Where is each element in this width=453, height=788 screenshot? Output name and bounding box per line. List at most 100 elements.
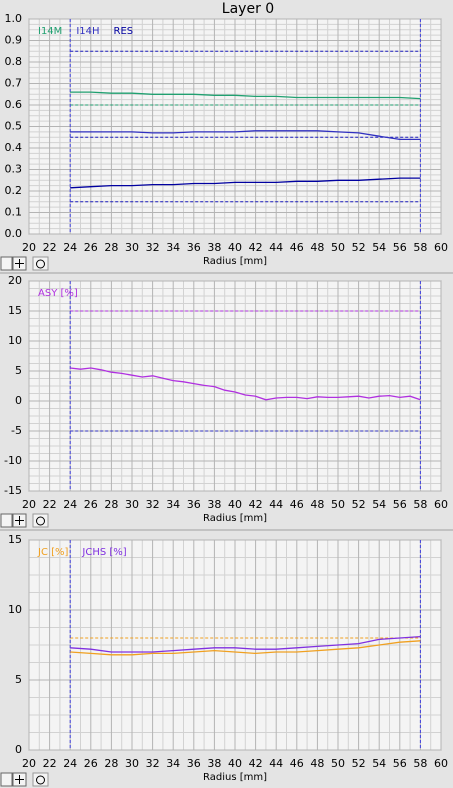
x-tick-label: 26 [84,757,98,770]
y-tick-label: 0.3 [5,163,23,176]
y-tick-label: 5 [15,364,22,377]
y-tick-label: 20 [8,274,22,287]
x-tick-label: 24 [63,241,77,254]
series-line [70,91,421,100]
x-tick-label: 34 [166,757,180,770]
x-tick-label: 58 [413,241,427,254]
y-tick-label: -5 [11,424,22,437]
x-tick-label: 44 [269,498,283,511]
y-tick-label: 0.4 [5,141,23,154]
x-tick-label: 28 [104,241,118,254]
y-tick-label: 10 [8,334,22,347]
x-tick-label: 50 [331,241,345,254]
y-tick-label: 0.7 [5,77,23,90]
y-tick-label: 0.2 [5,184,23,197]
y-tick-label: 0.6 [5,98,23,111]
x-tick-label: 22 [43,241,57,254]
x-tick-label: 48 [310,241,324,254]
x-tick-label: 40 [228,498,242,511]
x-tick-label: 52 [352,241,366,254]
x-tick-label: 50 [331,498,345,511]
series-line [70,635,421,653]
x-tick-label: 26 [84,241,98,254]
legend-entry: I14H [76,26,99,37]
y-tick-label: 0.9 [5,34,23,47]
legend-entry: JC [%] [37,547,69,558]
x-tick-label: 60 [434,757,448,770]
x-tick-label: 48 [310,757,324,770]
x-tick-label: 32 [146,757,160,770]
x-tick-label: 38 [207,241,221,254]
series-line [70,177,421,189]
x-tick-label: 24 [63,757,77,770]
legend-entry: ASY [%] [38,288,78,299]
x-tick-label: 58 [413,757,427,770]
y-tick-label: 5 [15,673,22,686]
legend-entry: RES [114,26,134,37]
page-title: Layer 0 [222,1,274,17]
x-tick-label: 42 [249,757,263,770]
x-tick-label: 56 [393,241,407,254]
x-tick-label: 54 [372,757,386,770]
x-tick-label: 20 [22,757,36,770]
x-tick-label: 38 [207,498,221,511]
crosshair-icon [15,775,24,784]
x-tick-label: 32 [146,498,160,511]
x-axis-label: Radius [mm] [203,772,267,783]
x-tick-label: 50 [331,757,345,770]
x-tick-label: 38 [207,757,221,770]
x-axis-label: Radius [mm] [203,513,267,524]
x-tick-label: 32 [146,241,160,254]
y-tick-label: 0 [15,394,22,407]
pan-button[interactable] [32,772,49,787]
x-tick-label: 44 [269,241,283,254]
pan-icon [36,516,45,526]
x-tick-label: 20 [22,241,36,254]
x-tick-label: 40 [228,757,242,770]
x-tick-label: 40 [228,241,242,254]
zoom-button[interactable] [0,513,13,528]
x-axis-label: Radius [mm] [203,256,267,267]
pan-button[interactable] [32,256,49,271]
x-tick-label: 28 [104,498,118,511]
x-tick-label: 46 [290,498,304,511]
pan-icon [36,259,45,269]
x-tick-label: 26 [84,498,98,511]
x-tick-label: 36 [187,757,201,770]
x-tick-label: 54 [372,241,386,254]
y-tick-label: 0.0 [5,227,23,240]
zoom-button[interactable] [0,256,13,271]
series-line [70,640,421,656]
x-tick-label: 48 [310,498,324,511]
x-tick-label: 42 [249,241,263,254]
x-tick-label: 30 [125,241,139,254]
y-tick-label: 0.5 [5,120,23,133]
x-tick-label: 20 [22,498,36,511]
x-tick-label: 36 [187,498,201,511]
x-tick-label: 30 [125,498,139,511]
legend-entry: JCHS [%] [81,547,126,558]
x-tick-label: 60 [434,241,448,254]
x-tick-label: 34 [166,241,180,254]
y-tick-label: 0 [15,743,22,756]
pan-button[interactable] [32,513,49,528]
x-tick-label: 56 [393,757,407,770]
series-line [70,367,421,401]
crosshair-icon [15,259,24,268]
x-tick-label: 56 [393,498,407,511]
x-tick-label: 28 [104,757,118,770]
crosshair-icon [15,516,24,525]
y-tick-label: 15 [8,533,22,546]
y-tick-label: 0.1 [5,206,23,219]
x-tick-label: 44 [269,757,283,770]
x-tick-label: 34 [166,498,180,511]
x-tick-label: 22 [43,757,57,770]
zoom-button[interactable] [0,772,13,787]
x-tick-label: 54 [372,498,386,511]
y-tick-label: 1.0 [5,12,23,25]
y-tick-label: -10 [4,454,22,467]
y-tick-label: 0.8 [5,55,23,68]
pan-icon [36,775,45,785]
x-tick-label: 24 [63,498,77,511]
